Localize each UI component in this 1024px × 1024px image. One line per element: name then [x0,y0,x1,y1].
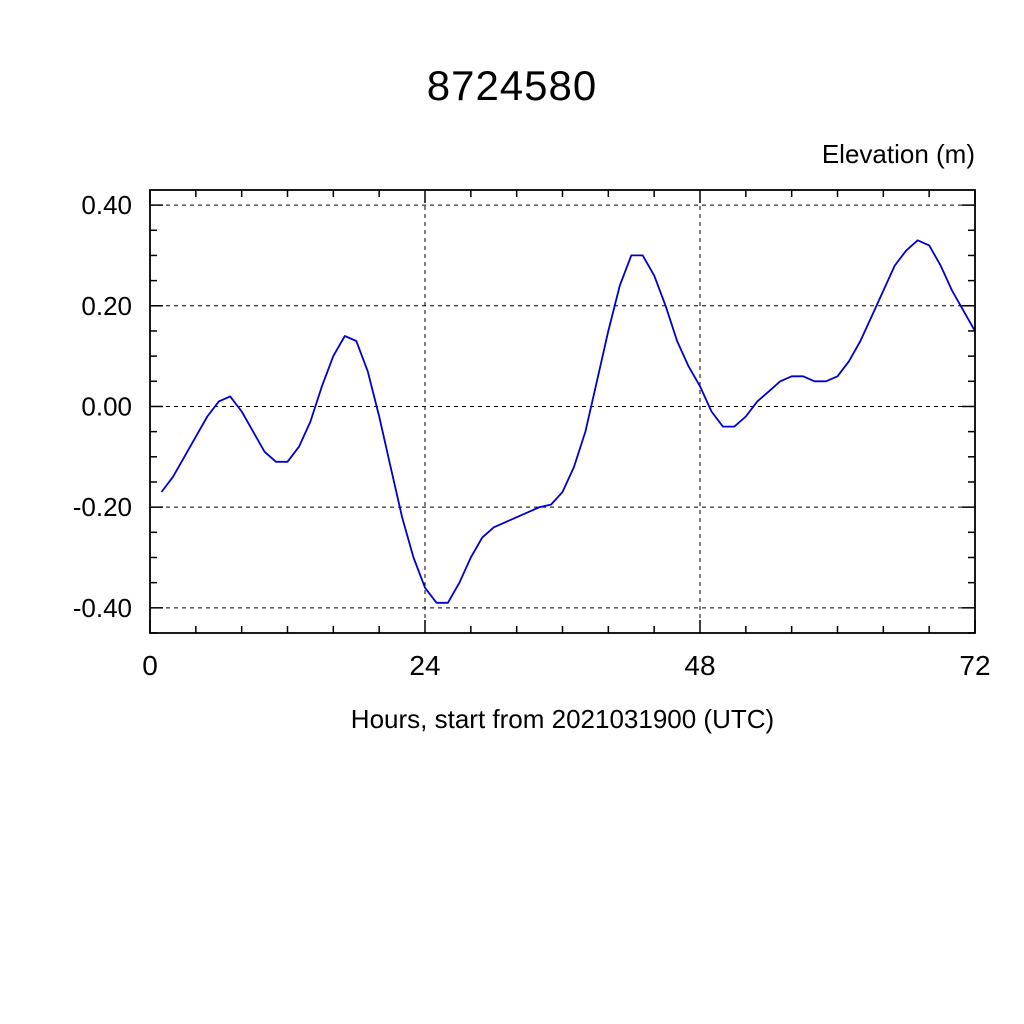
elevation-series-line [160,239,976,604]
x-tick-label: 72 [959,650,990,681]
y-tick-label: 0.00 [81,391,132,421]
x-axis-title: Hours, start from 2021031900 (UTC) [350,704,775,734]
chart-title: 8724580 [426,62,598,109]
y-tick-label: -0.20 [73,492,132,522]
y-tick-label: 0.40 [81,190,132,220]
y-axis-title: Elevation (m) [821,139,975,169]
y-tick-label: 0.20 [81,291,132,321]
x-tick-label: 24 [409,650,440,681]
x-tick-label: 48 [684,650,715,681]
x-tick-label: 0 [142,650,158,681]
y-tick-label: -0.40 [73,593,132,623]
plot-border [149,189,976,634]
